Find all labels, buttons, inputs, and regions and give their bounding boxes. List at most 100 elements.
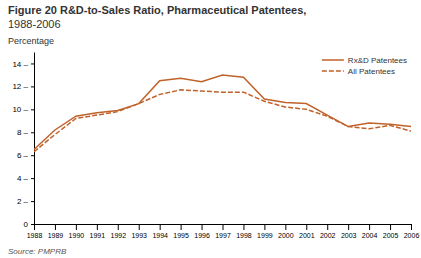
legend-item: Rx&D Patentees [322, 56, 407, 65]
annotation: Source: PMPRB [8, 247, 67, 256]
tick-mark [31, 86, 34, 87]
tick-mark [55, 224, 56, 230]
tick-label: 1992 [110, 232, 126, 239]
tick-mark [76, 224, 77, 230]
x-tick: 2001 [299, 224, 315, 239]
x-tick: 1994 [152, 224, 168, 239]
tick-mark [390, 224, 391, 230]
x-tick: 2006 [404, 224, 420, 239]
tick-label: 2005 [383, 232, 399, 239]
tick-mark [31, 201, 34, 202]
x-tick: 2000 [278, 224, 294, 239]
legend-label: All Patentees [348, 67, 395, 76]
tick-label: 8 – [17, 128, 29, 137]
tick-mark [139, 224, 140, 230]
x-tick: 1998 [236, 224, 252, 239]
x-tick: 2003 [341, 224, 357, 239]
subtitle: 1988-2006 [8, 18, 61, 30]
tick-mark [34, 224, 35, 230]
tick-label: 1995 [173, 232, 189, 239]
tick-label: 2006 [404, 232, 420, 239]
tick-mark [202, 224, 203, 230]
y-tick: 4 – [17, 174, 34, 183]
tick-label: 1989 [48, 232, 64, 239]
tick-label: 4 – [17, 174, 29, 183]
tick-mark [223, 224, 224, 230]
title: Figure 20 R&D-to-Sales Ratio, Pharmaceut… [8, 4, 306, 16]
tick-label: 2004 [362, 232, 378, 239]
legend-swatch [322, 70, 344, 72]
y-tick: 8 – [17, 128, 34, 137]
tick-mark [31, 132, 34, 133]
tick-mark [31, 109, 34, 110]
tick-mark [181, 224, 182, 230]
tick-label: 14 – [12, 60, 28, 69]
x-tick: 2005 [383, 224, 399, 239]
tick-mark [411, 224, 412, 230]
plot: 1988 1989 1990 1991 1992 1993 1994 1995 1996 1997… [12, 53, 419, 239]
tick-mark [31, 155, 34, 156]
y-tick: 0 [24, 220, 34, 229]
tick-label: 1994 [152, 232, 168, 239]
tick-label: 1991 [90, 232, 106, 239]
tick-label: 1988 [27, 232, 43, 239]
y-tick: 14 – [12, 60, 34, 69]
tick-mark [31, 63, 34, 64]
tick-mark [160, 224, 161, 230]
x-tick: 1993 [131, 224, 147, 239]
x-tick: 1997 [215, 224, 231, 239]
legend: Rx&D Patentees All Patentees [322, 56, 407, 76]
tick-label: 6 – [17, 151, 29, 160]
x-tick: 2004 [362, 224, 378, 239]
axis-domain [34, 53, 35, 225]
line-series [34, 75, 411, 150]
x-tick: 1988 [27, 224, 43, 239]
tick-label: 1993 [131, 232, 147, 239]
tick-label: 2001 [299, 232, 315, 239]
legend-label: Rx&D Patentees [348, 56, 407, 65]
x-tick: 1991 [90, 224, 106, 239]
y-axis: 0 2 – 4 – 6 – 8 – 10 – 12 – 14 – [12, 53, 34, 230]
tick-mark [369, 224, 370, 230]
tick-label: 2000 [278, 232, 294, 239]
x-tick: 1995 [173, 224, 189, 239]
tick-mark [348, 224, 349, 230]
tick-label: 1997 [215, 232, 231, 239]
y-tick: 2 – [17, 197, 34, 206]
tick-label: 1996 [194, 232, 210, 239]
tick-mark [306, 224, 307, 230]
y-axis-label: Percentage [8, 36, 54, 46]
tick-label: 1990 [69, 232, 85, 239]
tick-label: 1999 [257, 232, 273, 239]
x-tick: 1990 [69, 224, 85, 239]
tick-mark [285, 224, 286, 230]
chart: Figure 20 R&D-to-Sales Ratio, Pharmaceut… [0, 0, 421, 258]
x-tick: 1999 [257, 224, 273, 239]
x-tick: 2002 [320, 224, 336, 239]
tick-label: 12 – [12, 82, 28, 91]
tick-mark [264, 224, 265, 230]
tick-mark [31, 224, 34, 225]
lines [34, 75, 411, 152]
line-series [34, 90, 411, 152]
tick-label: 2002 [320, 232, 336, 239]
tick-label: 1998 [236, 232, 252, 239]
tick-label: 2003 [341, 232, 357, 239]
y-tick: 6 – [17, 151, 34, 160]
tick-label: 2 – [17, 197, 29, 206]
tick-mark [118, 224, 119, 230]
x-tick: 1989 [48, 224, 64, 239]
legend-swatch [322, 59, 344, 61]
tick-mark [31, 178, 34, 179]
y-tick: 10 – [12, 105, 34, 114]
tick-mark [97, 224, 98, 230]
y-tick: 12 – [12, 82, 34, 91]
tick-mark [243, 224, 244, 230]
tick-label: 10 – [12, 105, 28, 114]
x-tick: 1992 [110, 224, 126, 239]
tick-mark [327, 224, 328, 230]
x-axis: 1988 1989 1990 1991 1992 1993 1994 1995 1996 1997… [27, 224, 420, 239]
tick-label: 0 [24, 220, 29, 229]
x-tick: 1996 [194, 224, 210, 239]
legend-item: All Patentees [322, 67, 395, 76]
